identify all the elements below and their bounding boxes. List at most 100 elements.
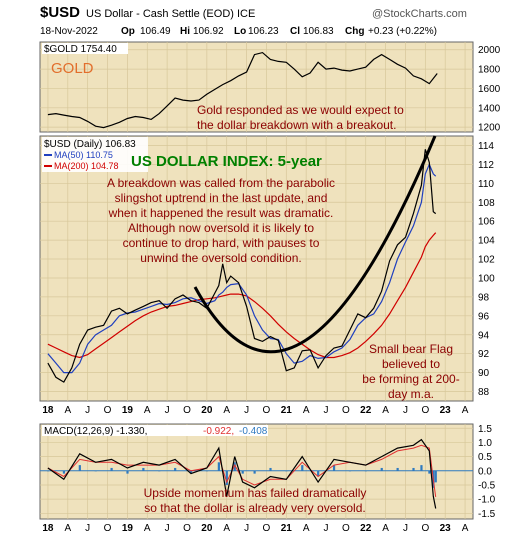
usd-y-tick-label: 98: [478, 292, 490, 303]
macd-annotation-line-2: so that the dollar is already very overs…: [144, 501, 365, 515]
hi-value: 106.92: [193, 26, 224, 37]
x-tick-label: A: [64, 523, 71, 534]
x-tick-label: O: [342, 405, 350, 416]
macd-histogram-bar: [317, 470, 320, 477]
macd-legend-box: [42, 425, 268, 436]
macd-y-tick-label: -0.5: [478, 480, 496, 491]
usd-title: US DOLLAR INDEX: 5-year: [131, 153, 322, 170]
x-tick-label: J: [324, 405, 329, 416]
gold-y-tick-label: 1200: [478, 123, 501, 134]
x-tick-label: J: [403, 405, 408, 416]
x-tick-label: 20: [201, 523, 213, 534]
usd-annotation-line-3: when it happened the result was dramatic…: [108, 206, 334, 220]
x-tick-label: 23: [440, 405, 452, 416]
cl-value: 106.83: [303, 26, 334, 37]
ma50-line: [47, 162, 437, 374]
gold-y-tick-label: 1400: [478, 103, 501, 114]
macd-y-tick-label: -1.5: [478, 509, 496, 520]
macd-y-tick-label: 1.5: [478, 424, 492, 435]
x-tick-label: O: [421, 523, 429, 534]
x-tick-label: A: [144, 523, 151, 534]
macd-histogram-bar: [434, 470, 437, 483]
x-tick-label: 19: [122, 405, 134, 416]
macd-histogram-bar: [225, 470, 228, 485]
x-tick-label: A: [303, 523, 310, 534]
macd-y-tick-label: 0.0: [478, 466, 492, 477]
lo-value: 106.23: [248, 26, 279, 37]
gold-y-tick-label: 2000: [478, 45, 501, 56]
macd-signal-line: [47, 444, 437, 497]
flag-annotation: Small bear Flag believed to be forming a…: [362, 342, 459, 401]
x-tick-label: A: [303, 405, 310, 416]
chg-label: Chg: [345, 26, 364, 37]
chart-header: $USD US Dollar - Cash Settle (EOD) ICE @…: [40, 4, 467, 37]
instrument-name: US Dollar - Cash Settle (EOD) ICE: [86, 8, 255, 20]
date-label: 18-Nov-2022: [40, 26, 98, 37]
x-tick-label: J: [403, 523, 408, 534]
flag-annotation-line-3: be forming at 200-: [362, 372, 459, 386]
macd-histogram-bar: [412, 467, 415, 471]
usd-y-tick-label: 102: [478, 255, 495, 266]
usd-annotation-line-6: unwind the oversold condition.: [140, 251, 301, 265]
gold-legend: $GOLD 1754.40: [44, 44, 117, 55]
usd-y-tick-label: 112: [478, 160, 494, 171]
usd-y-tick-label: 106: [478, 217, 495, 228]
x-tick-label: 19: [122, 523, 134, 534]
usd-x-axis: 18 A J O 19 A J O 20 A J O 21 A J O 22 A J O 23 A: [42, 405, 468, 416]
usd-annotation-line-4: Although now oversold it is likely to: [128, 221, 314, 235]
x-tick-label: 22: [360, 523, 372, 534]
macd-histogram-bar: [420, 465, 423, 471]
macd-y-tick-label: -1.0: [478, 495, 496, 506]
usd-panel: 88 90 92 94 96 98 100 102 104 106 108 110 112 114 $US…: [39, 135, 495, 416]
usd-y-tick-label: 114: [478, 141, 494, 152]
usd-y-tick-label: 92: [478, 349, 490, 360]
macd-histogram-bar: [126, 470, 129, 474]
x-tick-label: A: [462, 523, 469, 534]
gold-annotation-line-2: the dollar breakdown with a breakout.: [197, 118, 396, 132]
x-tick-label: A: [382, 523, 389, 534]
gold-y-tick-label: 1800: [478, 65, 501, 76]
x-tick-label: O: [263, 405, 271, 416]
macd-panel-background: [39, 423, 474, 520]
watermark: @StockCharts.com: [372, 8, 467, 20]
usd-annotation-line-5: continue to drop hard, with pauses to: [123, 236, 320, 250]
usd-legend-box: [42, 137, 148, 172]
macd-line: [47, 438, 437, 509]
x-tick-label: A: [223, 523, 230, 534]
x-tick-label: 21: [281, 523, 293, 534]
macd-histogram-bar: [142, 467, 145, 471]
macd-x-axis: 18 A J O 19 A J O 20 A J O 21 A J O 22 A J O 23 A: [42, 523, 468, 534]
usd-y-tick-label: 110: [478, 179, 494, 190]
usd-legend: $USD (Daily) 106.83: [44, 139, 136, 150]
cl-label: Cl: [290, 26, 300, 37]
gold-legend-box: [42, 43, 128, 54]
x-tick-label: J: [85, 523, 90, 534]
gold-panel-background: [39, 41, 474, 133]
macd-histogram-bar: [217, 462, 220, 471]
signal-legend: -0.922,: [203, 426, 234, 437]
x-tick-label: J: [165, 405, 170, 416]
x-tick-label: 18: [42, 523, 54, 534]
macd-y-axis: 1.5 1.0 0.5 0.0 -0.5 -1.0 -1.5: [478, 424, 496, 520]
macd-histogram-bar: [380, 467, 383, 471]
macd-histogram-bar: [253, 470, 256, 474]
x-tick-label: J: [244, 405, 249, 416]
x-tick-label: J: [85, 405, 90, 416]
usd-y-tick-label: 88: [478, 387, 490, 398]
x-tick-label: J: [244, 523, 249, 534]
gold-title: GOLD: [51, 60, 94, 77]
x-tick-label: 21: [281, 405, 293, 416]
macd-histogram-bar: [269, 467, 272, 471]
usd-grid: [40, 136, 473, 401]
macd-y-tick-label: 0.5: [478, 452, 492, 463]
x-tick-label: A: [64, 405, 71, 416]
x-tick-label: 23: [440, 523, 452, 534]
usd-y-tick-label: 94: [478, 330, 490, 341]
x-tick-label: O: [183, 405, 191, 416]
macd-histogram-bar: [189, 470, 193, 474]
x-tick-label: J: [165, 523, 170, 534]
usd-y-tick-label: 104: [478, 236, 495, 247]
macd-annotation-line-1: Upside momentum has failed dramatically: [144, 486, 367, 500]
usd-y-tick-label: 100: [478, 273, 495, 284]
